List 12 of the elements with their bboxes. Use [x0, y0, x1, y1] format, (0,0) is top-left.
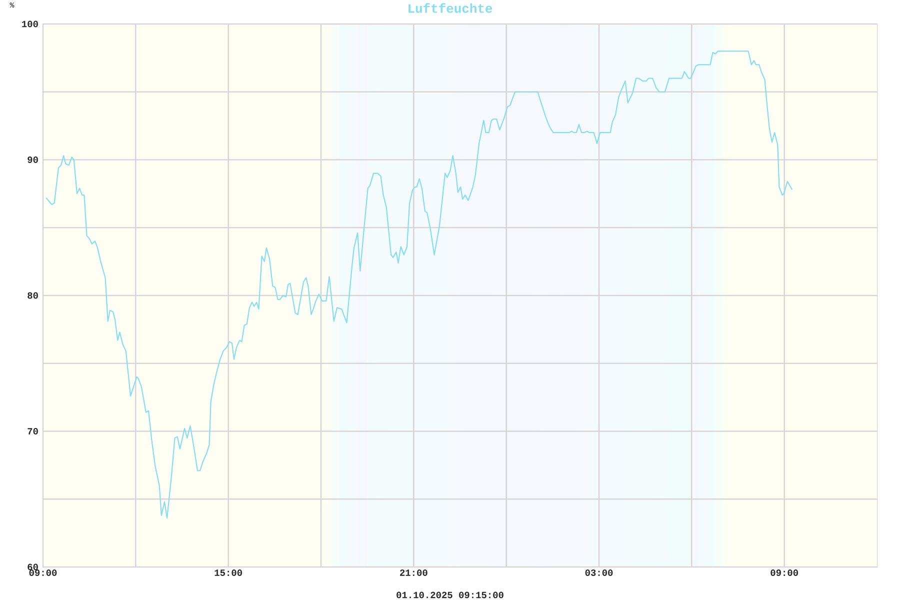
y-tick-label: 90 — [28, 156, 38, 163]
x-tick-label: 21:00 — [400, 570, 428, 576]
x-tick-label: 15:00 — [214, 570, 242, 576]
x-tick-label: 09:00 — [29, 570, 57, 576]
chart-title: Luftfeuchte — [408, 3, 492, 13]
y-tick-label: 70 — [28, 428, 38, 434]
y-tick-label: 100 — [22, 20, 38, 28]
x-tick-label: 03:00 — [585, 570, 613, 576]
y-tick-label: 60 — [28, 564, 38, 570]
x-axis-title: 01.10.2025 09:15:00 — [396, 592, 504, 598]
x-tick-label: 09:00 — [770, 570, 798, 576]
y-tick-label: 80 — [28, 292, 38, 299]
